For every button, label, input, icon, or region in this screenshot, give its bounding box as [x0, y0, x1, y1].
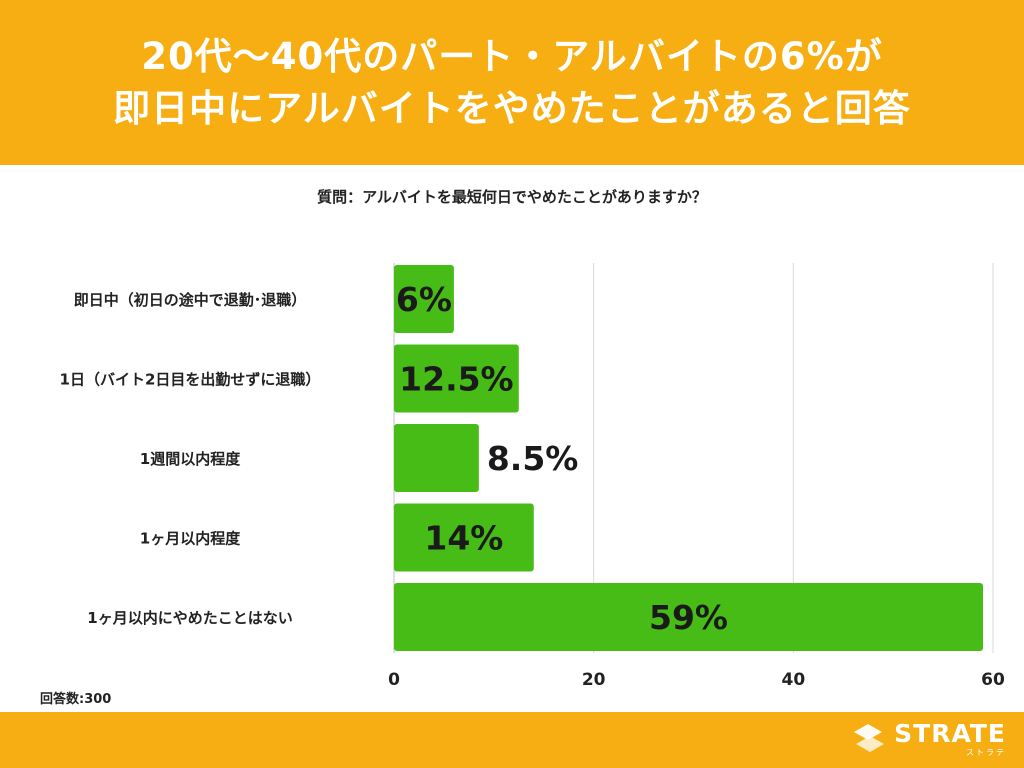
- bars: [394, 265, 984, 651]
- category-labels: 即日中（初日の途中で退勤･退職） 1日（バイト2日目を出勤せずに退職） 1週間以内程…: [60, 291, 321, 627]
- data-label: 6%: [396, 280, 452, 319]
- data-labels: 6% 12.5% 8.5% 14% 59%: [396, 280, 728, 637]
- footer-banner: STRATE ストラテ: [0, 712, 1024, 768]
- data-label: 59%: [649, 598, 728, 637]
- bar: [394, 503, 534, 572]
- headline-line-2: 即日中にアルバイトをやめたことがあると回答: [113, 86, 911, 130]
- sample-size-note: 回答数:300: [40, 692, 112, 707]
- x-tick-label: 0: [388, 670, 400, 690]
- bar: [394, 424, 479, 492]
- logo-wordmark: STRATE: [894, 719, 1006, 748]
- headline-line-1: 20代〜40代のパート・アルバイトの6%が: [141, 34, 883, 78]
- category-label: 1日（バイト2日目を出勤せずに退職）: [60, 371, 321, 389]
- header-banner: 20代〜40代のパート・アルバイトの6%が 即日中にアルバイトをやめたことがある…: [0, 0, 1024, 165]
- x-tick-label: 20: [582, 670, 606, 690]
- question-text: 質問：アルバイトを最短何日でやめたことがありますか？: [317, 188, 707, 206]
- data-label: 8.5%: [487, 439, 579, 478]
- bar: [394, 265, 454, 333]
- category-label: 1週間以内程度: [140, 450, 241, 468]
- x-tick-label: 40: [781, 670, 805, 690]
- bar-chart: 即日中（初日の途中で退勤･退職） 1日（バイト2日目を出勤せずに退職） 1週間以内程…: [60, 263, 1005, 690]
- strate-logo-icon: [854, 724, 885, 752]
- x-axis-ticks: 0 20 40 60: [388, 670, 1005, 690]
- data-label: 14%: [424, 519, 503, 558]
- category-label: 1ヶ月以内にやめたことはない: [87, 609, 292, 627]
- data-label: 12.5%: [399, 360, 514, 399]
- category-label: 即日中（初日の途中で退勤･退職）: [74, 291, 307, 309]
- x-tick-label: 60: [981, 670, 1005, 690]
- category-label: 1ヶ月以内程度: [140, 530, 241, 548]
- strate-logo: STRATE ストラテ: [852, 720, 1006, 758]
- bar: [394, 583, 984, 651]
- logo-subtext: ストラテ: [966, 748, 1006, 757]
- bar: [394, 344, 519, 413]
